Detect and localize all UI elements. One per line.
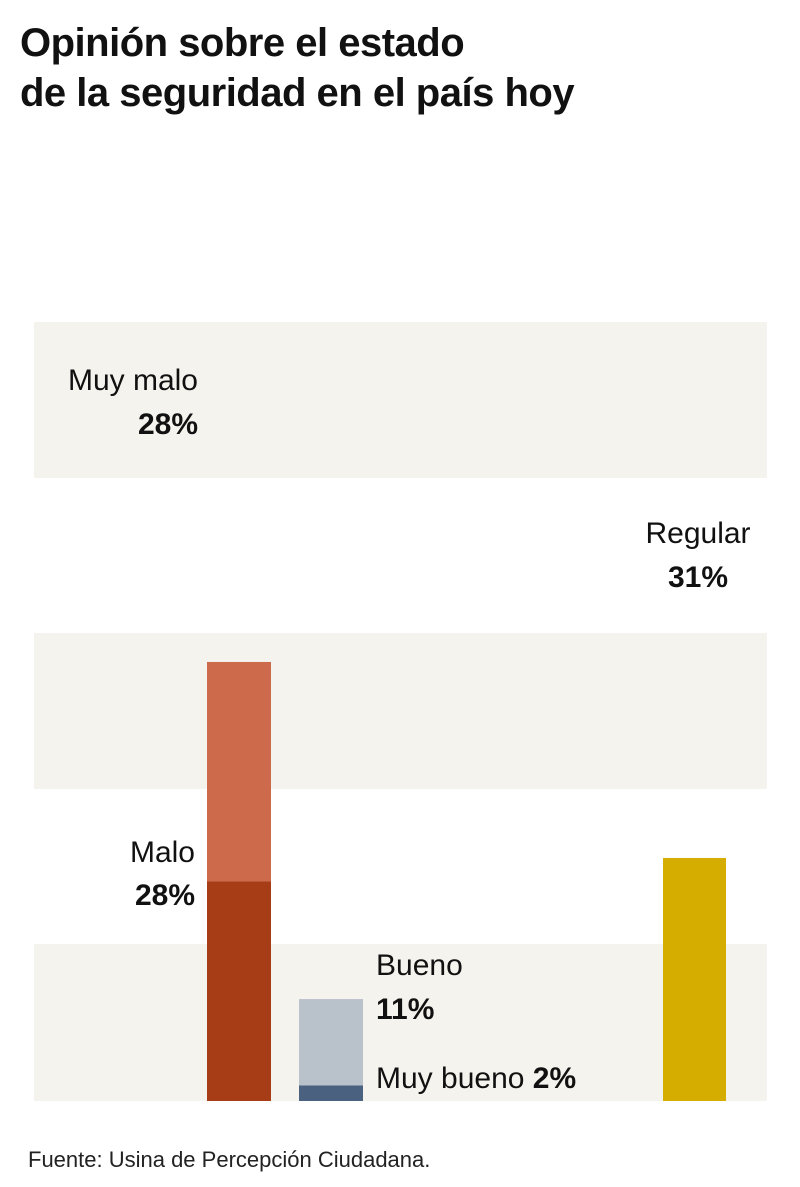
label-bueno-value: 11% — [376, 993, 434, 1026]
label-regular-value: 31% — [668, 561, 728, 594]
label-regular-value-line: 31% — [668, 561, 728, 594]
label-malo: Malo — [130, 836, 195, 869]
background-band-2 — [34, 633, 767, 789]
label-bueno-name: Bueno — [376, 949, 463, 982]
chart-title-line2: de la seguridad en el país hoy — [20, 71, 575, 115]
background-band-3 — [34, 944, 767, 1101]
label-muy-bueno-name: Muy bueno — [376, 1062, 533, 1095]
label-regular: Regular — [645, 517, 750, 550]
label-muy-bueno-value: 2% — [533, 1062, 576, 1095]
label-muy-malo-name: Muy malo — [68, 364, 198, 397]
bar-regular — [663, 857, 726, 1101]
background-bands — [34, 322, 767, 1101]
bar-malo — [207, 881, 271, 1101]
label-muy-malo-value: 28% — [138, 408, 198, 441]
label-muy-malo: Muy malo — [68, 364, 198, 397]
data-labels: Muy malo 28% Malo 28% Bueno 11% Muy bueno 2% Re… — [68, 364, 751, 1095]
background-band-1 — [34, 322, 767, 478]
label-malo-name: Malo — [130, 836, 195, 869]
label-bueno-value-line: 11% — [376, 993, 434, 1026]
label-regular-name: Regular — [645, 517, 750, 550]
chart-title-line1: Opinión sobre el estado — [20, 21, 465, 65]
label-bueno: Bueno — [376, 949, 463, 982]
label-malo-value: 28% — [135, 879, 195, 912]
bar-muy-bueno — [299, 1085, 363, 1101]
bar-bueno — [299, 999, 363, 1086]
bar-muy-malo — [207, 661, 271, 882]
bars — [207, 661, 726, 1101]
chart-title: Opinión sobre el estado de la seguridad … — [20, 18, 575, 118]
label-malo-value-line: 28% — [135, 879, 195, 912]
source-note: Fuente: Usina de Percepción Ciudadana. — [28, 1147, 431, 1172]
label-muy-malo-value-line: 28% — [138, 408, 198, 441]
label-muy-bueno: Muy bueno 2% — [376, 1062, 576, 1095]
